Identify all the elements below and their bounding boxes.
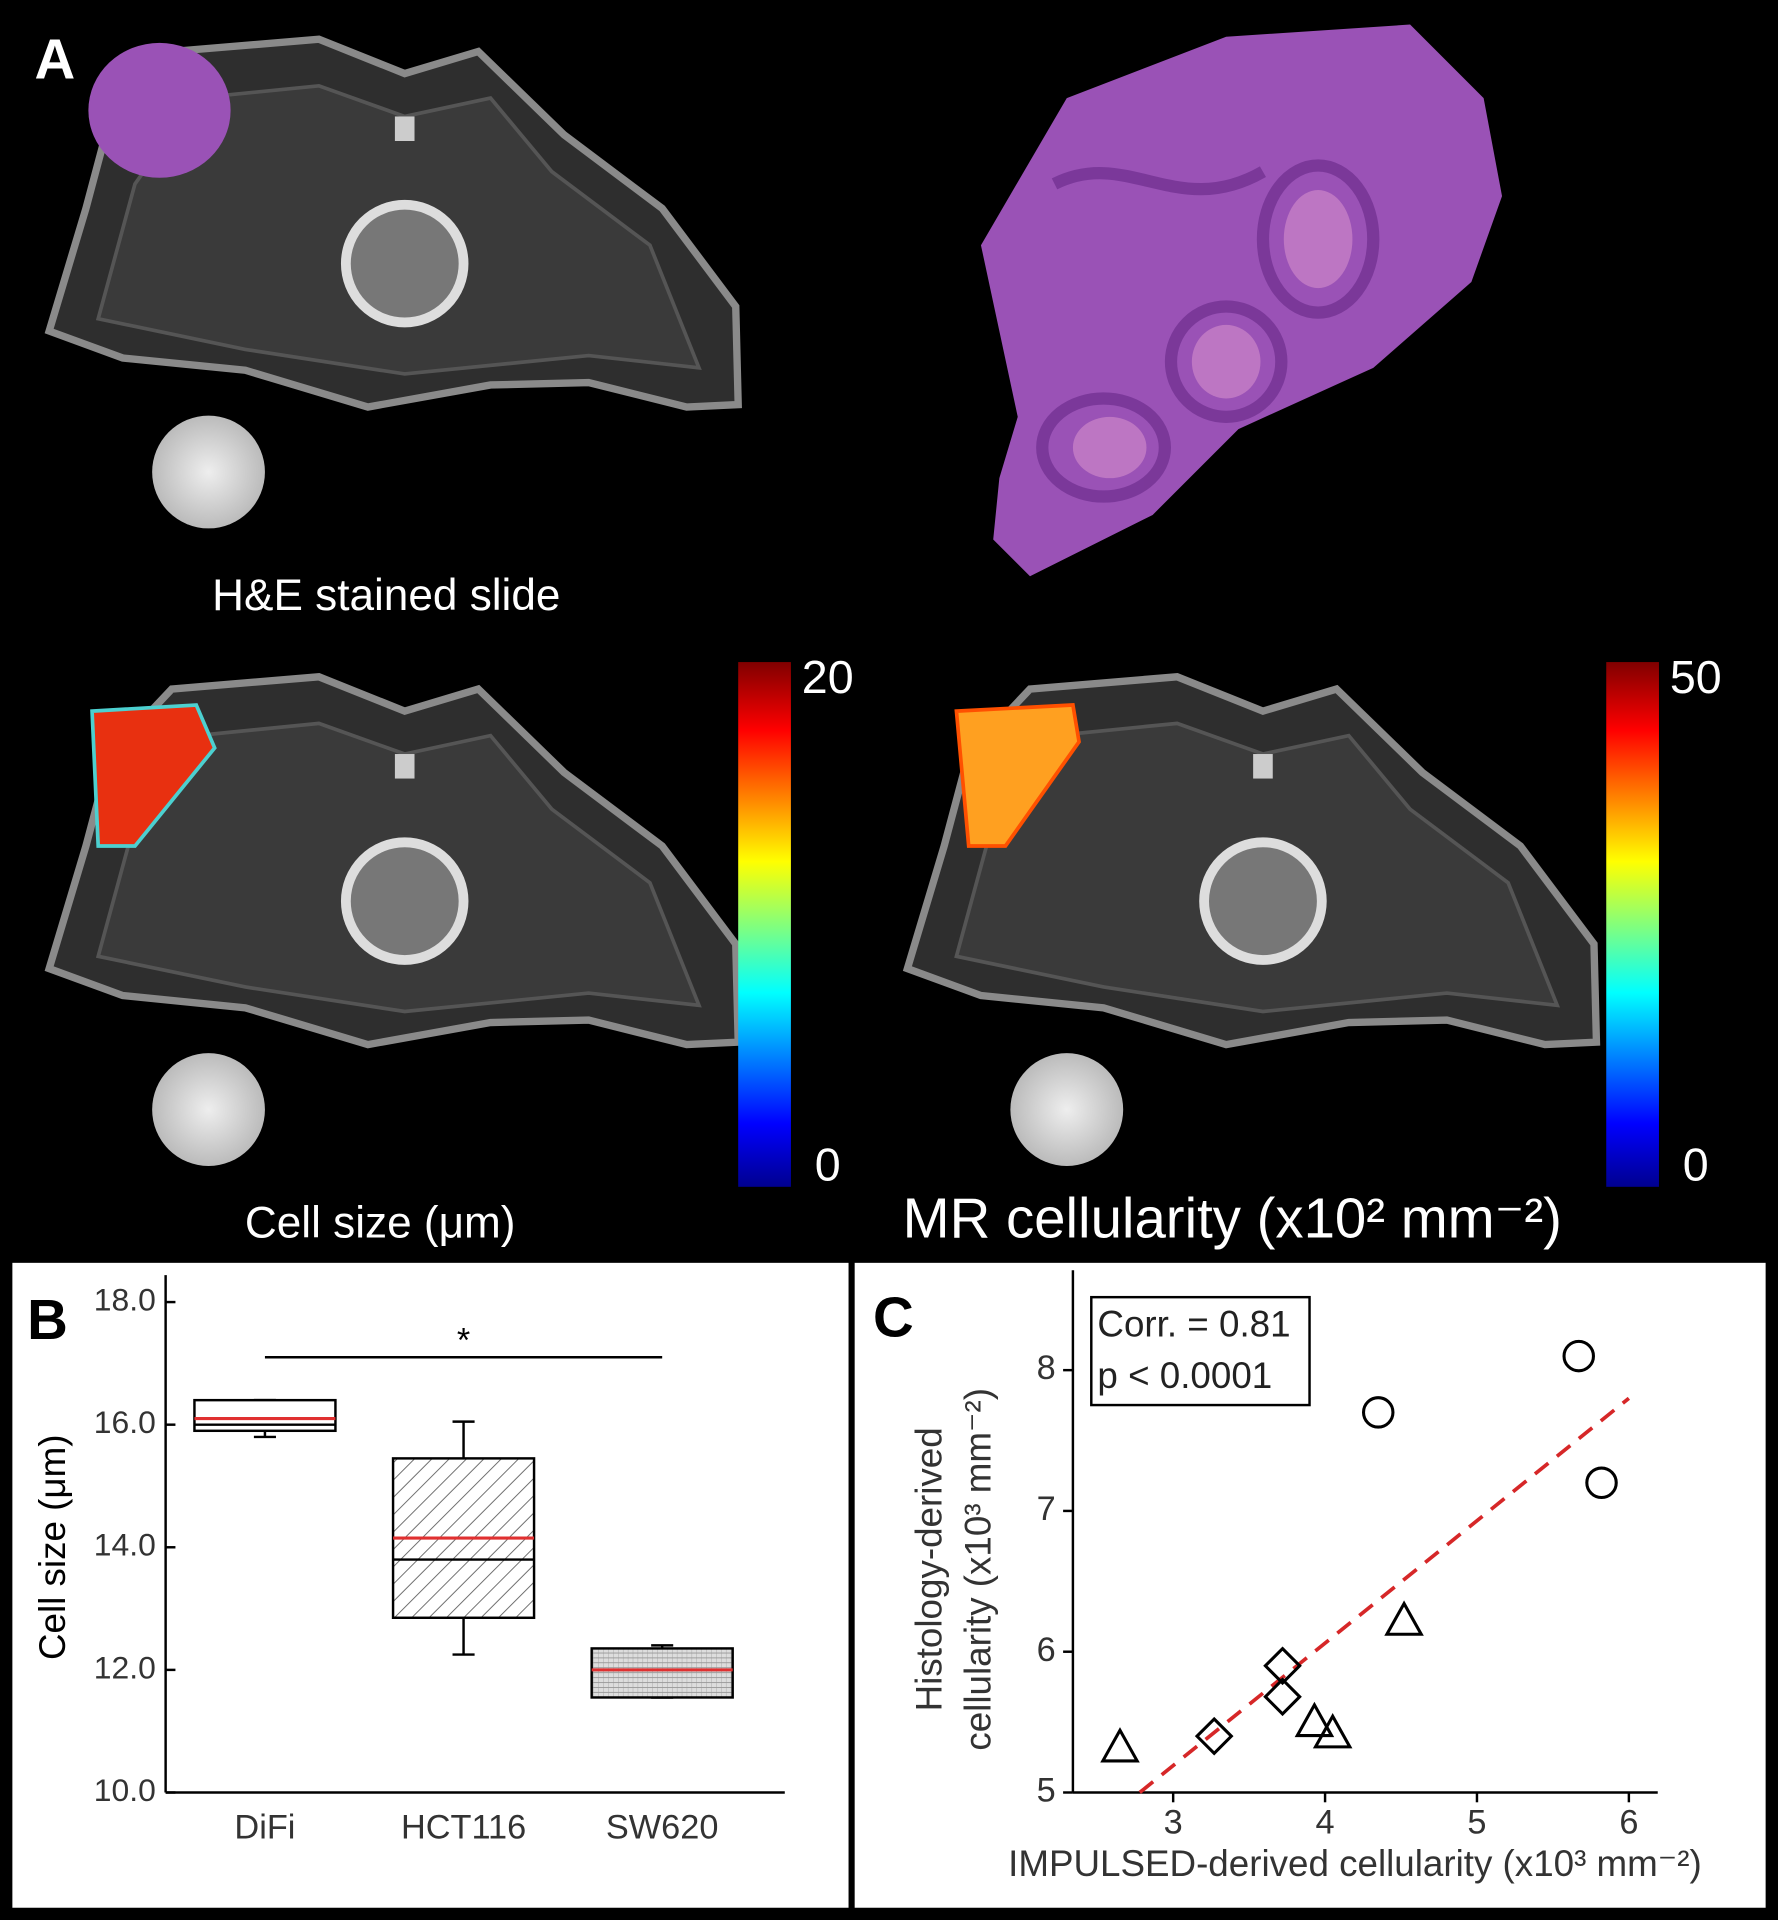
- x-tick-label: DiFi: [234, 1808, 295, 1846]
- mri-slice: [44, 673, 742, 1166]
- mri-phantom: [152, 415, 265, 529]
- fit-line: [1138, 1396, 1631, 1794]
- colorbar-label: 50: [1670, 651, 1722, 703]
- point: [1585, 1466, 1618, 1500]
- point: [1361, 1396, 1395, 1429]
- panel-label: C: [873, 1286, 914, 1349]
- point: [1294, 1701, 1335, 1738]
- point: [1263, 1677, 1302, 1717]
- box: [193, 1398, 337, 1433]
- colorbar: [738, 662, 791, 1187]
- y-tick-label: 16.0: [94, 1404, 156, 1440]
- colorbar-label: 0: [1683, 1139, 1709, 1191]
- tumor-overlay: [88, 42, 231, 178]
- y-tick-label: 8: [1037, 1349, 1056, 1387]
- y-tick-label: 18.0: [94, 1281, 156, 1317]
- point: [1263, 1646, 1302, 1686]
- x-axis-title: IMPULSED-derived cellularity (x10³ mm⁻²): [1008, 1843, 1702, 1884]
- annotation: p < 0.0001: [1097, 1355, 1272, 1396]
- y-tick-label: 6: [1037, 1631, 1056, 1669]
- x-tick-label: 5: [1467, 1803, 1486, 1841]
- y-tick-label: 7: [1037, 1490, 1056, 1528]
- mri-cord: [394, 754, 415, 779]
- x-tick-label: 3: [1164, 1803, 1183, 1841]
- caption: H&E stained slide: [212, 571, 560, 620]
- x-tick-label: SW620: [606, 1808, 719, 1846]
- y-axis-title: Histology-derived: [909, 1427, 950, 1711]
- y-axis-title: Cell size (μm): [32, 1435, 73, 1660]
- x-tick-label: 4: [1316, 1803, 1335, 1841]
- panel-label: B: [27, 1288, 68, 1351]
- box: [590, 1647, 734, 1699]
- tumor-map: [90, 703, 217, 848]
- annotation-box: [1090, 1295, 1311, 1407]
- tumor-map: [954, 703, 1081, 848]
- annotation: Corr. = 0.81: [1097, 1303, 1290, 1344]
- mri-phantom: [152, 1053, 265, 1166]
- mri-cord: [394, 116, 415, 141]
- y-axis-title: cellularity (x10³ mm⁻²): [958, 1388, 999, 1751]
- caption: Cell size (μm): [245, 1199, 516, 1248]
- he-slide-highlights: [1072, 190, 1353, 479]
- he-slide-texture: [1036, 159, 1380, 503]
- mri-spine: [340, 837, 469, 965]
- point: [1100, 1727, 1140, 1763]
- colorbar-label: 20: [802, 651, 854, 703]
- mri-spine: [1199, 837, 1327, 965]
- y-tick-label: 14.0: [94, 1527, 156, 1563]
- point: [1562, 1339, 1595, 1373]
- point: [1312, 1713, 1353, 1749]
- mri-slice: [902, 673, 1601, 1166]
- mri-phantom: [1010, 1053, 1124, 1166]
- y-tick-label: 12.0: [94, 1649, 156, 1685]
- colorbar-label: 0: [815, 1139, 841, 1191]
- point: [1194, 1716, 1234, 1756]
- caption: MR cellularity (x10² mm⁻²): [903, 1186, 1562, 1249]
- mri-cord: [1253, 754, 1273, 779]
- mri-slice: [44, 35, 742, 529]
- y-tick-label: 5: [1037, 1772, 1056, 1810]
- colorbar: [1606, 662, 1659, 1187]
- x-tick-label: HCT116: [401, 1808, 526, 1846]
- panel-label: A: [34, 28, 75, 91]
- point: [1384, 1600, 1424, 1636]
- y-tick-label: 10.0: [94, 1772, 156, 1808]
- significance-label: *: [457, 1322, 470, 1360]
- x-tick-label: 6: [1619, 1803, 1638, 1841]
- mri-spine: [340, 199, 469, 328]
